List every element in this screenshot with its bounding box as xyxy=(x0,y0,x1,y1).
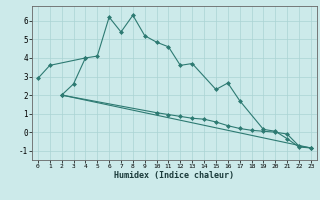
X-axis label: Humidex (Indice chaleur): Humidex (Indice chaleur) xyxy=(115,171,234,180)
